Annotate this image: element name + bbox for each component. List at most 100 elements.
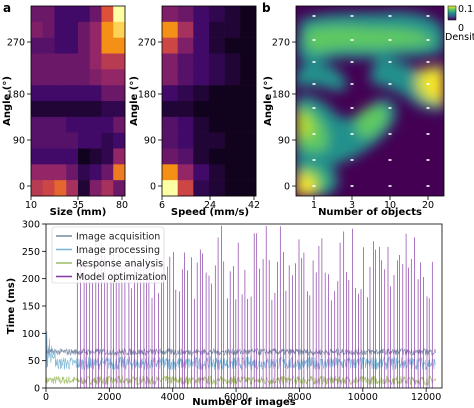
speed-heatmap-cell bbox=[240, 37, 257, 54]
size-heatmap-cell bbox=[66, 6, 79, 23]
speed-heatmap-xtick-label: 24 bbox=[204, 200, 216, 211]
size-heatmap-cell bbox=[89, 148, 102, 165]
size-heatmap-cell bbox=[101, 21, 114, 38]
size-heatmap-ytick-label: 90 bbox=[13, 136, 25, 147]
size-heatmap-cell bbox=[54, 132, 67, 149]
density-markers bbox=[312, 15, 430, 187]
speed-heatmap-cell bbox=[162, 53, 178, 70]
size-heatmap-cell bbox=[113, 132, 126, 149]
legend-entry: Model optimization bbox=[76, 272, 167, 283]
speed-heatmap-cell bbox=[209, 180, 225, 197]
density-marker bbox=[426, 83, 430, 85]
size-heatmap-cell bbox=[66, 85, 79, 102]
speed-heatmap-cell bbox=[193, 180, 210, 197]
density-ylabel: Angle (°) bbox=[263, 76, 274, 126]
size-heatmap-cell bbox=[101, 132, 114, 149]
density-marker bbox=[312, 107, 316, 109]
size-heatmap-cell bbox=[78, 148, 91, 165]
objects-density: 0 90 180 270 1 3 10 20 Number of objects Angle … bbox=[263, 4, 474, 218]
density-blobs bbox=[296, 12, 444, 196]
speed-heatmap-cell bbox=[240, 164, 257, 181]
size-heatmap-cell bbox=[89, 101, 102, 118]
size-heatmap-cell bbox=[42, 53, 55, 70]
size-heatmap-cell bbox=[101, 85, 114, 102]
speed-heatmap-cell bbox=[224, 21, 241, 38]
size-heatmap-cell bbox=[42, 69, 55, 86]
speed-heatmap-ylabel: Angle (°) bbox=[129, 76, 140, 126]
size-heatmap-cell bbox=[101, 164, 114, 181]
density-marker bbox=[350, 159, 354, 161]
speed-heatmap-cell bbox=[162, 37, 178, 54]
size-heatmap-cell bbox=[54, 53, 67, 70]
density-ytick-label: 0 bbox=[284, 182, 290, 193]
timing-axes: 0 50 100 150 200 250 300 0 2000 4000 6000 8000 10000… bbox=[22, 220, 441, 404]
density-xtick-label: 1 bbox=[311, 200, 317, 211]
size-heatmap-cell bbox=[54, 101, 67, 118]
size-heatmap-xlabel: Size (mm) bbox=[50, 207, 107, 218]
size-heatmap-cell bbox=[31, 132, 44, 149]
timing-ytick-label: 0 bbox=[34, 384, 40, 395]
speed-heatmap-cell bbox=[162, 6, 178, 23]
speed-heatmap-cell bbox=[240, 180, 257, 197]
size-heatmap-cell bbox=[113, 21, 126, 38]
speed-heatmap-cell bbox=[209, 101, 225, 118]
speed-heatmap-cell bbox=[162, 164, 178, 181]
size-heatmap-cell bbox=[54, 164, 67, 181]
speed-heatmap-cell bbox=[193, 148, 210, 165]
speed-heatmap-ytick-label: 180 bbox=[138, 90, 156, 101]
density-xtick-label: 3 bbox=[349, 200, 355, 211]
density-ytick-label: 270 bbox=[272, 38, 290, 49]
size-heatmap-ytick-label: 180 bbox=[7, 90, 25, 101]
density-frame bbox=[295, 5, 445, 197]
density-marker bbox=[426, 107, 430, 109]
speed-heatmap-cell bbox=[240, 21, 257, 38]
speed-heatmap-cell bbox=[177, 21, 194, 38]
speed-heatmap-cell bbox=[224, 116, 241, 133]
size-heatmap-cell bbox=[42, 21, 55, 38]
speed-heatmap-cell bbox=[193, 69, 210, 86]
density-marker bbox=[388, 185, 392, 187]
speed-heatmap-cell bbox=[224, 69, 241, 86]
size-heatmap-cell bbox=[31, 69, 44, 86]
density-marker bbox=[312, 39, 316, 41]
speed-heatmap-xtick-label: 6 bbox=[159, 200, 165, 211]
size-heatmap-xtick-label: 80 bbox=[116, 200, 128, 211]
size-heatmap-cell bbox=[78, 180, 91, 197]
density-marker bbox=[388, 159, 392, 161]
size-heatmap-cell bbox=[78, 85, 91, 102]
speed-heatmap-cell bbox=[209, 37, 225, 54]
speed-heatmap-cells bbox=[162, 6, 257, 197]
density-marker bbox=[388, 133, 392, 135]
size-heatmap-axes: 0 90 180 270 10 35 80 bbox=[7, 38, 128, 212]
speed-heatmap-cell bbox=[209, 164, 225, 181]
speed-heatmap-ytick-label: 90 bbox=[144, 136, 156, 147]
speed-heatmap-cell bbox=[162, 101, 178, 118]
speed-heatmap-xlabel: Speed (mm/s) bbox=[171, 207, 249, 218]
size-heatmap-cell bbox=[31, 148, 44, 165]
density-marker bbox=[426, 61, 430, 63]
speed-heatmap-cell bbox=[162, 180, 178, 197]
density-xlabel: Number of objects bbox=[318, 207, 422, 218]
size-heatmap-cell bbox=[42, 101, 55, 118]
size-heatmap-cell bbox=[54, 21, 67, 38]
density-marker bbox=[388, 15, 392, 17]
size-heatmap-cell bbox=[78, 132, 91, 149]
size-heatmap-cell bbox=[113, 164, 126, 181]
speed-heatmap-frame bbox=[161, 5, 257, 197]
speed-heatmap-cell bbox=[209, 85, 225, 102]
density-marker bbox=[312, 15, 316, 17]
size-heatmap-cell bbox=[89, 6, 102, 23]
size-heatmap-cell bbox=[66, 180, 79, 197]
size-heatmap-cell bbox=[113, 53, 126, 70]
density-marker bbox=[350, 133, 354, 135]
size-heatmap-cell bbox=[42, 164, 55, 181]
size-heatmap-cell bbox=[31, 164, 44, 181]
colorbar-label: Density bbox=[445, 32, 474, 43]
density-marker bbox=[350, 61, 354, 63]
speed-heatmap-cell bbox=[193, 53, 210, 70]
speed-heatmap-cell bbox=[177, 148, 194, 165]
density-marker bbox=[350, 39, 354, 41]
density-ytick-label: 180 bbox=[272, 90, 290, 101]
speed-heatmap-cell bbox=[224, 37, 241, 54]
speed-heatmap-cell bbox=[224, 164, 241, 181]
